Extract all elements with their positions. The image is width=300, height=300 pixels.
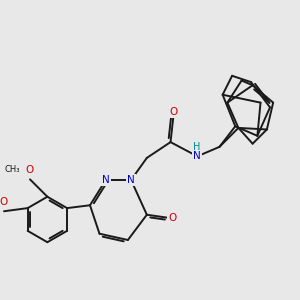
Text: O: O xyxy=(0,197,8,207)
Text: O: O xyxy=(26,165,34,175)
Text: CH₃: CH₃ xyxy=(5,165,20,174)
Text: O: O xyxy=(169,107,178,117)
Text: N: N xyxy=(102,175,110,185)
Text: H: H xyxy=(194,142,201,152)
Text: N: N xyxy=(127,175,135,185)
Text: N: N xyxy=(194,151,201,161)
Text: O: O xyxy=(168,213,176,223)
